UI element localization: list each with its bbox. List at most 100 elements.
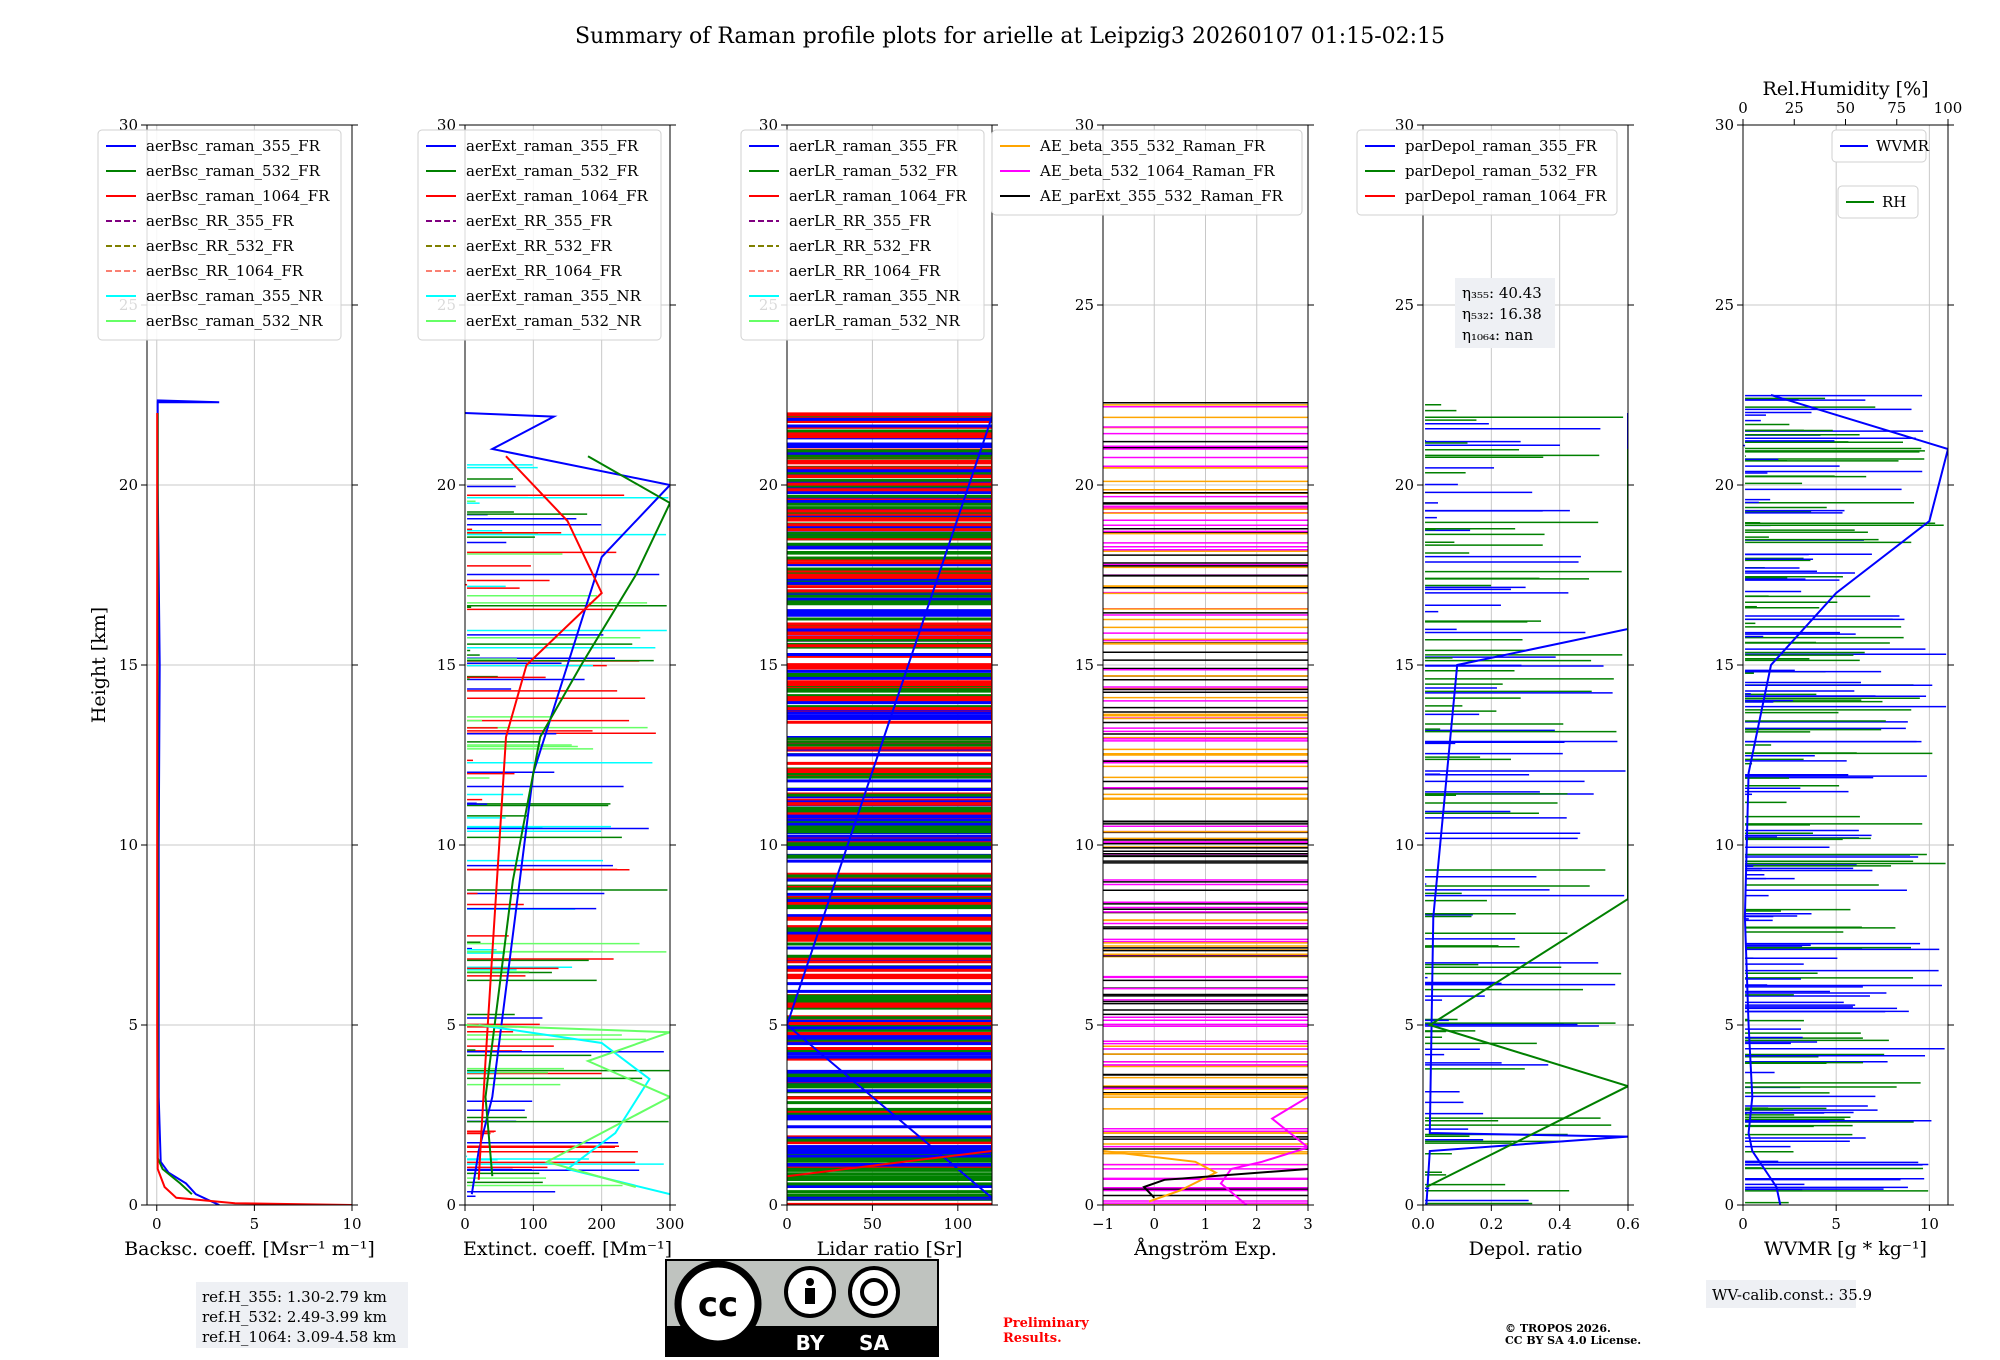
- y-tick-label: 15: [1715, 656, 1734, 674]
- legend-label-rh: RH: [1882, 193, 1906, 211]
- y-axis-label: Height [km]: [88, 607, 110, 723]
- notes-box: [196, 1282, 408, 1348]
- y-tick-label: 5: [1084, 1016, 1094, 1034]
- eta-box-bg: [1455, 278, 1555, 348]
- y-tick-label: 15: [759, 656, 778, 674]
- x-tick-label: 2: [1252, 1215, 1262, 1233]
- legend-label: aerExt_raman_355_FR: [466, 137, 639, 155]
- series-WVMR: [1743, 394, 1948, 1205]
- y-tick-label: 15: [1395, 656, 1414, 674]
- series-AE_beta_532_1064_Raman_FR: [1219, 1096, 1308, 1205]
- series-parDepol_raman_355_FR: [1425, 413, 1628, 1205]
- legend: parDepol_raman_355_FR parDepol_raman_532_…: [1356, 129, 1618, 216]
- panel-lr: 050100051015202530Lidar ratio [Sr]aerLR_…: [740, 116, 998, 1260]
- y-tick-label: 10: [1395, 836, 1414, 854]
- x-tick-label: 3: [1303, 1215, 1313, 1233]
- x-tick-label: 200: [587, 1215, 616, 1233]
- series-aerBsc_raman_532_FR: [156, 413, 193, 1195]
- legend-box: [1837, 185, 1919, 219]
- y-tick-label: 15: [1075, 656, 1094, 674]
- legend-label: aerExt_raman_355_NR: [466, 287, 642, 305]
- copyright-line-1: © TROPOS 2026.: [1505, 1322, 1611, 1335]
- y-tick-label: 5: [128, 1016, 138, 1034]
- cc-badge-cc: cc: [698, 1285, 738, 1325]
- series-AE_parExt_355_532_Raman_FR: [1142, 1168, 1308, 1199]
- cc-badge-sa: SA: [859, 1331, 889, 1355]
- y-tick-label: 10: [1715, 836, 1734, 854]
- top-x-tick-label: 100: [1934, 99, 1963, 117]
- legend-label: aerLR_RR_355_FR: [789, 212, 931, 230]
- x-tick-label: 0: [782, 1215, 792, 1233]
- preliminary-line-2: Results.: [1003, 1331, 1062, 1346]
- legend-label: aerLR_raman_532_NR: [789, 312, 960, 330]
- legend-label: aerExt_RR_355_FR: [466, 212, 613, 230]
- y-tick-label: 0: [446, 1196, 456, 1214]
- y-tick-label: 0: [128, 1196, 138, 1214]
- legend-box: [97, 129, 342, 341]
- x-tick-label: 5: [250, 1215, 260, 1233]
- ref-height-note: ref.H_355: 1.30-2.79 km: [202, 1288, 387, 1306]
- panel-ext: 0100200300051015202530Extinct. coeff. [M…: [417, 116, 685, 1260]
- legend-box: [740, 129, 985, 341]
- x-axis-label: WVMR [g * kg⁻¹]: [1764, 1238, 1927, 1260]
- y-tick-label: 15: [119, 656, 138, 674]
- legend-label: aerLR_raman_355_NR: [789, 287, 960, 305]
- eta-value: η₅₃₂: 16.38: [1462, 305, 1542, 323]
- series-aerBsc_raman_355_FR: [156, 399, 220, 1205]
- legend-label: aerBsc_raman_1064_FR: [146, 187, 330, 205]
- y-tick-label: 30: [1715, 116, 1734, 134]
- x-tick-label: 100: [519, 1215, 548, 1233]
- y-tick-label: 0: [1724, 1196, 1734, 1214]
- x-axis-label: Ångström Exp.: [1133, 1238, 1277, 1260]
- legend-label: aerLR_raman_1064_FR: [789, 187, 967, 205]
- legend-label: aerBsc_raman_532_FR: [146, 162, 321, 180]
- y-tick-label: 15: [437, 656, 456, 674]
- top-x-tick-label: 0: [1738, 99, 1748, 117]
- eta-value: η₁₀₆₄: nan: [1462, 326, 1533, 344]
- x-tick-label: 300: [656, 1215, 685, 1233]
- y-tick-label: 10: [759, 836, 778, 854]
- legend-label: aerBsc_raman_355_NR: [146, 287, 323, 305]
- legend-label: aerBsc_RR_532_FR: [146, 237, 294, 255]
- legend: aerBsc_raman_355_FR aerBsc_raman_532_FRae…: [97, 129, 342, 341]
- y-tick-label: 20: [1715, 476, 1734, 494]
- legend-label: parDepol_raman_355_FR: [1405, 137, 1598, 155]
- x-tick-label: 0.6: [1616, 1215, 1640, 1233]
- y-tick-label: 5: [768, 1016, 778, 1034]
- y-tick-label: 0: [768, 1196, 778, 1214]
- series-AE_beta_355_532_Raman_FR: [1103, 1150, 1218, 1203]
- y-tick-label: 0: [1404, 1196, 1414, 1214]
- y-tick-label: 20: [1075, 476, 1094, 494]
- legend-box: [991, 129, 1303, 216]
- y-tick-label: 10: [1075, 836, 1094, 854]
- plot-area: [787, 412, 992, 1205]
- y-tick-label: 10: [119, 836, 138, 854]
- legend-label: aerBsc_RR_355_FR: [146, 212, 294, 230]
- legend-label: AE_beta_532_1064_Raman_FR: [1039, 162, 1275, 180]
- plot-area: [465, 412, 670, 1198]
- x-axis-label: Backsc. coeff. [Msr⁻¹ m⁻¹]: [124, 1238, 375, 1260]
- legend-label: aerBsc_raman_532_NR: [146, 312, 323, 330]
- legend-box: [1356, 129, 1618, 216]
- x-axis-label: Lidar ratio [Sr]: [817, 1238, 963, 1260]
- legend: aerLR_raman_355_FR aerLR_raman_532_FR aerL…: [740, 129, 985, 341]
- series-aerExt_raman_532_FR: [484, 455, 670, 1177]
- x-tick-label: 0.2: [1479, 1215, 1503, 1233]
- y-tick-label: 25: [1395, 296, 1414, 314]
- x-tick-label: 0: [1738, 1215, 1748, 1233]
- y-tick-label: 10: [437, 836, 456, 854]
- legend-label: AE_beta_355_532_Raman_FR: [1039, 137, 1266, 155]
- legend-label: aerLR_RR_1064_FR: [789, 262, 941, 280]
- ref-height-note: ref.H_1064: 3.09-4.58 km: [202, 1328, 396, 1346]
- x-tick-label: −1: [1092, 1215, 1114, 1233]
- x-tick-label: 0.0: [1411, 1215, 1435, 1233]
- plot-area: [156, 399, 352, 1205]
- plot-area: [1103, 402, 1308, 1205]
- legend-box: [417, 129, 662, 341]
- x-tick-label: 0.4: [1548, 1215, 1572, 1233]
- x-tick-label: 0: [152, 1215, 162, 1233]
